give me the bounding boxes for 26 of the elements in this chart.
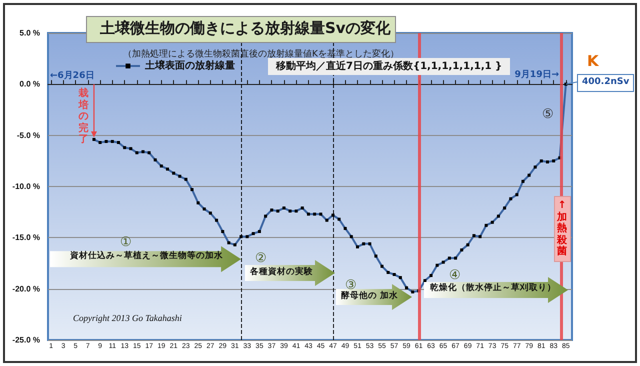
- annotation: 各種資材の実験: [250, 267, 313, 278]
- annotation: 移動平均／直近7日の重み係数{1,1,1,1,1,1,1 }: [268, 58, 510, 75]
- text: （加熱処理による微生物殺菌直後の放射線量値Kを基準とした変化）: [123, 48, 399, 60]
- y-tick-label: 5.0 %: [20, 28, 40, 38]
- y-tick-label: -20.0 %: [12, 284, 40, 294]
- annotation: Copyright 2013 Go Takahashi: [73, 313, 182, 324]
- annotation: 酵母他の 加水: [341, 291, 398, 302]
- chart-title: 土壌微生物の働きによる放射線量Svの変化: [100, 19, 391, 37]
- annotation: ②: [255, 251, 267, 266]
- y-tick-label: -25.0 %: [12, 336, 40, 344]
- annotation: 資材仕込み～草植え～微生物等の加水: [70, 251, 223, 262]
- legend-label: 土壌表面の放射線量: [144, 60, 235, 72]
- ref-line-label: ↑加熱殺菌: [554, 196, 571, 262]
- annotation: ⑤: [542, 107, 554, 122]
- annotation: 9月19日→: [514, 70, 559, 81]
- annotation: 栽培の完了: [78, 88, 89, 146]
- annotation: 乾燥化（散水停止～草刈取り）: [430, 283, 556, 294]
- y-tick-label: -15.0 %: [12, 233, 40, 242]
- y-tick-label: -10.0 %: [12, 182, 40, 191]
- annotation: 400.2nSv: [577, 74, 634, 92]
- y-tick-label: 0.0 %: [20, 80, 40, 89]
- y-tick-label: -5.0 %: [16, 130, 40, 140]
- text: K: [587, 52, 599, 70]
- annotation: ①: [120, 235, 132, 250]
- annotation: ④: [449, 268, 461, 283]
- annotation: ←6月26日: [50, 71, 94, 82]
